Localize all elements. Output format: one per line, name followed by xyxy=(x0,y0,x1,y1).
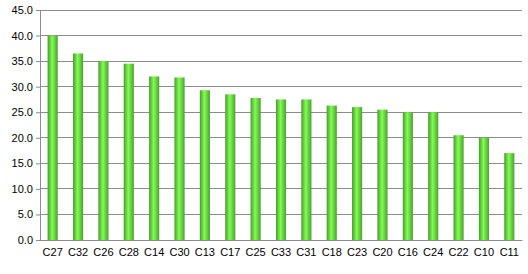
y-tick-label: 30.0 xyxy=(12,81,33,93)
bar xyxy=(174,77,184,240)
bar xyxy=(276,99,286,240)
x-tick: C20 xyxy=(372,240,392,258)
bars xyxy=(48,36,515,240)
y-tick-mark xyxy=(36,10,40,11)
y-tick: 40.0 xyxy=(12,30,40,42)
bar xyxy=(377,110,387,240)
x-tick-label: C11 xyxy=(500,246,519,258)
bar xyxy=(327,106,337,240)
x-tick: C27 xyxy=(43,240,63,258)
y-tick-label: 25.0 xyxy=(12,106,33,118)
x-tick: C13 xyxy=(195,240,215,258)
bar xyxy=(301,99,311,240)
bar xyxy=(124,64,134,240)
y-tick: 20.0 xyxy=(12,132,40,144)
x-tick: C24 xyxy=(423,240,443,258)
bar xyxy=(225,94,235,240)
x-tick: C17 xyxy=(220,240,240,258)
bar xyxy=(454,135,464,240)
x-tick-label: C32 xyxy=(68,246,88,258)
bar xyxy=(200,90,210,240)
y-tick-label: 5.0 xyxy=(18,208,33,220)
x-tick-label: C30 xyxy=(169,246,189,258)
bar xyxy=(504,153,514,240)
x-tick: C14 xyxy=(144,240,164,258)
x-axis: C27 C32 C26 C28 C14 C30 C13 C17 C25 C33 C31 C18 C23 C… xyxy=(41,240,523,258)
x-tick-label: C24 xyxy=(423,246,443,258)
bar xyxy=(403,112,413,240)
y-tick-mark xyxy=(36,214,40,215)
bar xyxy=(428,112,438,240)
y-tick-label: 0.0 xyxy=(18,234,33,246)
x-tick-label: C27 xyxy=(43,246,63,258)
y-axis-line xyxy=(36,11,41,241)
x-tick-label: C16 xyxy=(398,246,418,258)
y-tick-mark xyxy=(36,240,40,241)
grid xyxy=(40,10,522,240)
bar xyxy=(73,53,83,240)
y-tick: 35.0 xyxy=(12,55,40,67)
x-tick-label: C26 xyxy=(93,246,113,258)
y-tick-mark xyxy=(36,36,40,37)
x-tick: C31 xyxy=(296,240,316,258)
x-tick-label: C20 xyxy=(372,246,392,258)
y-tick-mark xyxy=(36,189,40,190)
y-tick-label: 40.0 xyxy=(12,30,33,42)
x-tick-label: C28 xyxy=(119,246,139,258)
grid-line xyxy=(40,10,522,11)
y-tick-mark xyxy=(36,138,40,139)
x-tick-label: C17 xyxy=(220,246,240,258)
x-tick-label: C33 xyxy=(271,246,291,258)
grid-line xyxy=(40,61,522,62)
y-tick-label: 35.0 xyxy=(12,55,33,67)
y-tick: 0.0 xyxy=(18,234,40,246)
x-tick: C16 xyxy=(398,240,418,258)
bar xyxy=(479,138,489,240)
bar xyxy=(251,98,261,240)
x-tick-label: C13 xyxy=(195,246,215,258)
y-tick-label: 20.0 xyxy=(12,132,33,144)
x-tick-label: C18 xyxy=(322,246,342,258)
y-axis: 0.0 5.0 10.0 15.0 20.0 25.0 30.0 35.0 40.0 45.0 xyxy=(12,4,41,246)
y-tick: 10.0 xyxy=(12,183,40,195)
x-tick: C18 xyxy=(322,240,342,258)
grid-line xyxy=(40,86,522,87)
y-tick-mark xyxy=(36,87,40,88)
y-tick-mark xyxy=(36,61,40,62)
x-tick: C28 xyxy=(119,240,139,258)
y-tick-mark xyxy=(36,163,40,164)
bar xyxy=(149,76,159,240)
x-tick-label: C31 xyxy=(296,246,316,258)
x-tick-label: C14 xyxy=(144,246,164,258)
x-tick-label: C23 xyxy=(347,246,367,258)
x-tick: C11 xyxy=(500,240,519,258)
x-tick: C30 xyxy=(169,240,189,258)
y-tick: 25.0 xyxy=(12,106,40,118)
y-tick: 5.0 xyxy=(18,208,40,220)
bar xyxy=(48,36,58,240)
x-axis-line xyxy=(41,240,523,241)
x-tick: C10 xyxy=(474,240,494,258)
y-tick-label: 15.0 xyxy=(12,157,33,169)
x-tick: C26 xyxy=(93,240,113,258)
y-tick-label: 10.0 xyxy=(12,183,33,195)
x-tick: C25 xyxy=(246,240,266,258)
x-tick: C33 xyxy=(271,240,291,258)
x-tick-label: C10 xyxy=(474,246,494,258)
y-tick: 45.0 xyxy=(12,4,40,16)
x-tick: C23 xyxy=(347,240,367,258)
x-tick: C22 xyxy=(448,240,468,258)
x-tick: C32 xyxy=(68,240,88,258)
grid-line xyxy=(40,35,522,36)
bar xyxy=(352,107,362,240)
x-tick-label: C25 xyxy=(246,246,266,258)
plot: 0.0 5.0 10.0 15.0 20.0 25.0 30.0 35.0 40.0 45.0 C2… xyxy=(12,4,523,258)
y-tick-label: 45.0 xyxy=(12,4,33,16)
y-tick-mark xyxy=(36,112,40,113)
y-tick: 30.0 xyxy=(12,81,40,93)
chart: 0.0 5.0 10.0 15.0 20.0 25.0 30.0 35.0 40.0 45.0 C2… xyxy=(0,0,528,274)
y-tick: 15.0 xyxy=(12,157,40,169)
bar xyxy=(98,61,108,240)
x-tick-label: C22 xyxy=(448,246,468,258)
